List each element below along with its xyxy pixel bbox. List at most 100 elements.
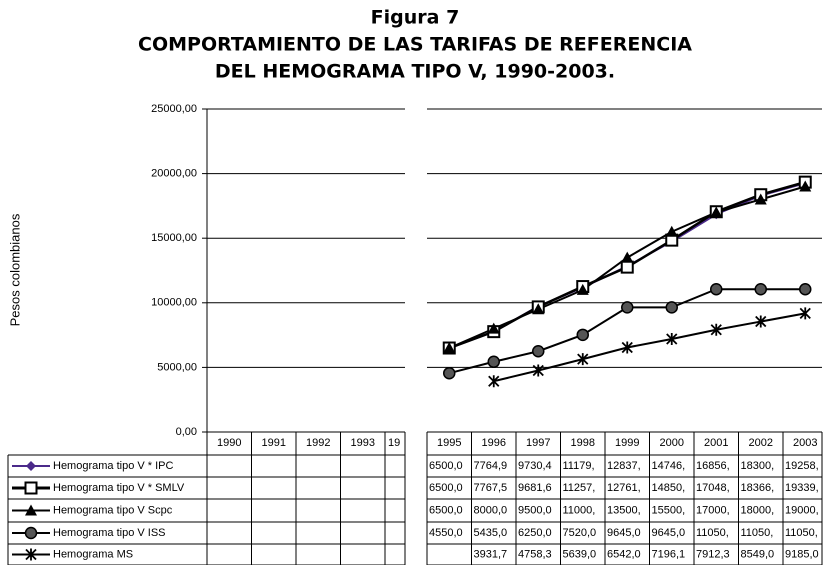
data-point [488, 375, 500, 388]
table-value: 7520,0 [563, 527, 597, 539]
table-value: 9730,4 [518, 460, 552, 472]
table-value: 9500,0 [518, 504, 552, 516]
data-point [665, 301, 678, 314]
legend-marker [24, 526, 38, 540]
data-point [710, 206, 723, 218]
table-value: 9681,6 [518, 482, 552, 494]
legend-marker [26, 461, 36, 471]
table-value: 7764,9 [474, 460, 508, 472]
x-tick-label: 1997 [526, 437, 550, 449]
table-value: 5435,0 [474, 527, 508, 539]
x-tick-label: 19 [388, 437, 400, 449]
x-tick-label: 1991 [262, 437, 286, 449]
data-point [621, 301, 634, 314]
chart-title: COMPORTAMIENTO DE LAS TARIFAS DE REFEREN… [138, 34, 692, 56]
data-point [710, 323, 722, 336]
table-value: 11050, [785, 527, 818, 539]
table-value: 15500, [652, 504, 686, 516]
x-tick-label: 2000 [660, 437, 684, 449]
x-tick-label: 2003 [793, 437, 817, 449]
legend-marker [24, 481, 38, 495]
x-tick-label: 1993 [351, 437, 375, 449]
table-value: 16856, [696, 460, 730, 472]
table-value: 18366, [741, 482, 775, 494]
x-tick-label: 1999 [615, 437, 639, 449]
y-tick-label: 25000,00 [151, 103, 197, 115]
y-axis-label: Pesos colombianos [7, 213, 22, 326]
x-tick-label: 1990 [217, 437, 241, 449]
table-value: 6500,0 [429, 504, 463, 516]
y-tick-label: 10000,00 [151, 297, 197, 309]
data-point [577, 353, 589, 366]
data-point [754, 193, 767, 205]
data-point [799, 282, 812, 296]
table-value: 17000, [696, 504, 730, 516]
data-point [754, 282, 767, 296]
table-value: 4550,0 [429, 527, 463, 539]
legend-entry: Hemograma MS [53, 548, 133, 560]
data-point [799, 180, 812, 192]
data-point [576, 328, 589, 342]
table-value: 19000, [785, 504, 819, 516]
table-value: 17048, [696, 482, 730, 494]
table-value: 5639,0 [563, 548, 597, 560]
data-point [666, 333, 678, 346]
table-value: 13500, [607, 504, 641, 516]
data-point [620, 260, 634, 274]
legend-entry: Hemograma tipo V Scpc [53, 504, 173, 516]
table-value: 7912,3 [696, 548, 730, 560]
data-point [532, 364, 544, 377]
table-value: 7767,5 [474, 482, 508, 494]
table-value: 14850, [652, 482, 686, 494]
table-value: 14746, [652, 460, 686, 472]
table-value: 4758,3 [518, 548, 552, 560]
table-value: 8000,0 [474, 504, 508, 516]
y-tick-label: 0,00 [176, 426, 197, 438]
x-tick-label: 1996 [482, 437, 506, 449]
table-value: 9185,0 [785, 548, 819, 560]
legend-entry: Hemograma tipo V ISS [53, 527, 166, 539]
x-tick-label: 2001 [704, 437, 728, 449]
table-value: 11179, [563, 460, 595, 472]
table-value: 6542,0 [607, 548, 641, 560]
legend-marker [25, 548, 37, 561]
table-value: 11000, [563, 504, 596, 516]
data-point [443, 342, 456, 354]
table-value: 6250,0 [518, 527, 552, 539]
data-point [532, 345, 545, 358]
table-value: 18300, [741, 460, 775, 472]
y-tick-label: 5000,00 [157, 361, 197, 373]
legend-entry: Hemograma tipo V * SMLV [53, 482, 185, 494]
table-value: 18000, [741, 504, 775, 516]
data-point [710, 282, 723, 296]
x-tick-label: 1995 [437, 437, 461, 449]
data-point [755, 315, 767, 328]
chart-title: DEL HEMOGRAMA TIPO V, 1990-2003. [215, 61, 615, 83]
table-value: 9645,0 [607, 527, 641, 539]
chart-title: Figura 7 [371, 7, 460, 29]
data-point [532, 303, 545, 315]
table-value: 19339, [785, 482, 819, 494]
gap [405, 100, 427, 565]
table-value: 12761, [607, 482, 641, 494]
data-point [487, 322, 500, 334]
table-value: 6500,0 [429, 460, 463, 472]
data-point [621, 341, 633, 354]
legend-marker [25, 504, 37, 516]
legend-entry: Hemograma tipo V * IPC [53, 460, 173, 472]
table-value: 7196,1 [652, 548, 686, 560]
y-tick-label: 15000,00 [151, 232, 197, 244]
table-value: 19258, [785, 460, 819, 472]
table-value: 12837, [607, 460, 641, 472]
table-value: 11050, [741, 527, 774, 539]
table-value: 3931,7 [474, 548, 508, 560]
data-point [443, 366, 456, 380]
x-tick-label: 2002 [749, 437, 773, 449]
data-point [621, 251, 634, 263]
series-line [493, 312, 806, 383]
data-point [799, 307, 811, 320]
table-value: 9645,0 [652, 527, 686, 539]
y-tick-label: 20000,00 [151, 168, 197, 180]
data-point [576, 283, 589, 295]
